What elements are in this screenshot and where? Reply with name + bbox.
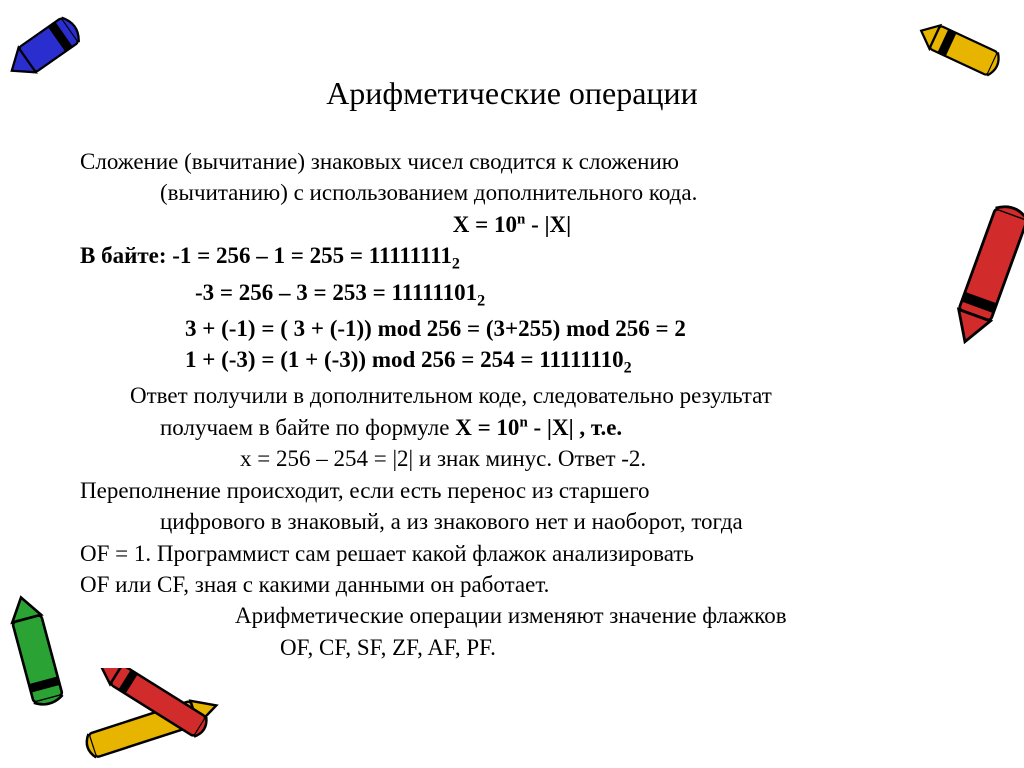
crayon-red-right <box>949 200 1024 360</box>
para-result-1: Ответ получили в дополнительном коде, сл… <box>80 381 944 410</box>
para-intro-2: (вычитанию) с использованием дополнитель… <box>80 178 944 207</box>
crayon-yellow-top-right <box>916 18 1006 88</box>
formula-x: X = 10n - |X| <box>80 210 944 239</box>
crayon-blue-top-left <box>5 8 80 88</box>
para-answer: x = 256 – 254 = |2| и знак минус. Ответ … <box>80 444 944 473</box>
slide-body: Сложение (вычитание) знаковых чисел свод… <box>80 147 944 662</box>
para-flags-1: Арифметические операции изменяют значени… <box>80 601 944 630</box>
para-OF: OF = 1. Программист сам решает какой фла… <box>80 539 944 568</box>
para-result-2: получаем в байте по формуле X = 10n - |X… <box>80 413 944 442</box>
example-2: 1 + (-3) = (1 + (-3)) mod 256 = 254 = 11… <box>80 345 944 379</box>
example-1: 3 + (-1) = ( 3 + (-1)) mod 256 = (3+255)… <box>80 314 944 343</box>
byte-line-2: -3 = 256 – 3 = 253 = 111111012 <box>80 278 944 312</box>
para-intro-1: Сложение (вычитание) знаковых чисел свод… <box>80 147 944 176</box>
crayon-green-left <box>0 585 70 715</box>
slide-title: Арифметические операции <box>80 75 944 112</box>
para-overflow-2: цифрового в знаковый, а из знакового нет… <box>80 507 944 536</box>
para-OF-CF: OF или CF, зная с какими данными он рабо… <box>80 570 944 599</box>
para-overflow-1: Переполнение происходит, если есть перен… <box>80 476 944 505</box>
para-flags-2: OF, CF, SF, ZF, AF, PF. <box>80 633 944 662</box>
slide-content: Арифметические операции Сложение (вычита… <box>0 0 1024 768</box>
crayons-bottom-left <box>70 668 235 768</box>
byte-line-1: В байте: -1 = 256 – 1 = 255 = 111111112 <box>80 241 944 275</box>
